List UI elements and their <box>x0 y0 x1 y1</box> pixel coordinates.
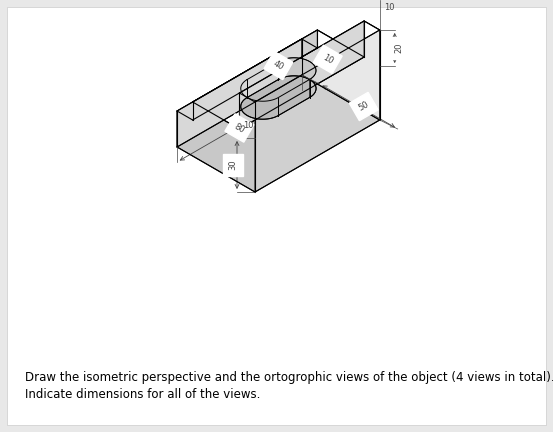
Text: 50: 50 <box>357 100 371 113</box>
Text: 40: 40 <box>272 59 285 72</box>
Polygon shape <box>177 39 317 120</box>
Text: 80: 80 <box>233 121 246 134</box>
Polygon shape <box>278 58 316 98</box>
Text: 20: 20 <box>394 43 403 53</box>
Text: Indicate dimensions for all of the views.: Indicate dimensions for all of the views… <box>25 388 260 400</box>
Text: Draw the isometric perspective and the ortogrophic views of the object (4 views : Draw the isometric perspective and the o… <box>25 371 553 384</box>
FancyBboxPatch shape <box>7 7 546 425</box>
Polygon shape <box>192 30 364 129</box>
Polygon shape <box>255 30 380 192</box>
Polygon shape <box>239 21 380 102</box>
Polygon shape <box>241 76 316 119</box>
Polygon shape <box>239 21 364 129</box>
Polygon shape <box>192 30 317 120</box>
Text: 10: 10 <box>321 53 335 66</box>
Text: 10: 10 <box>243 121 254 130</box>
Polygon shape <box>302 21 380 120</box>
Polygon shape <box>177 93 255 192</box>
Text: 30: 30 <box>228 160 237 170</box>
Text: 10: 10 <box>384 3 394 13</box>
Polygon shape <box>177 39 302 147</box>
